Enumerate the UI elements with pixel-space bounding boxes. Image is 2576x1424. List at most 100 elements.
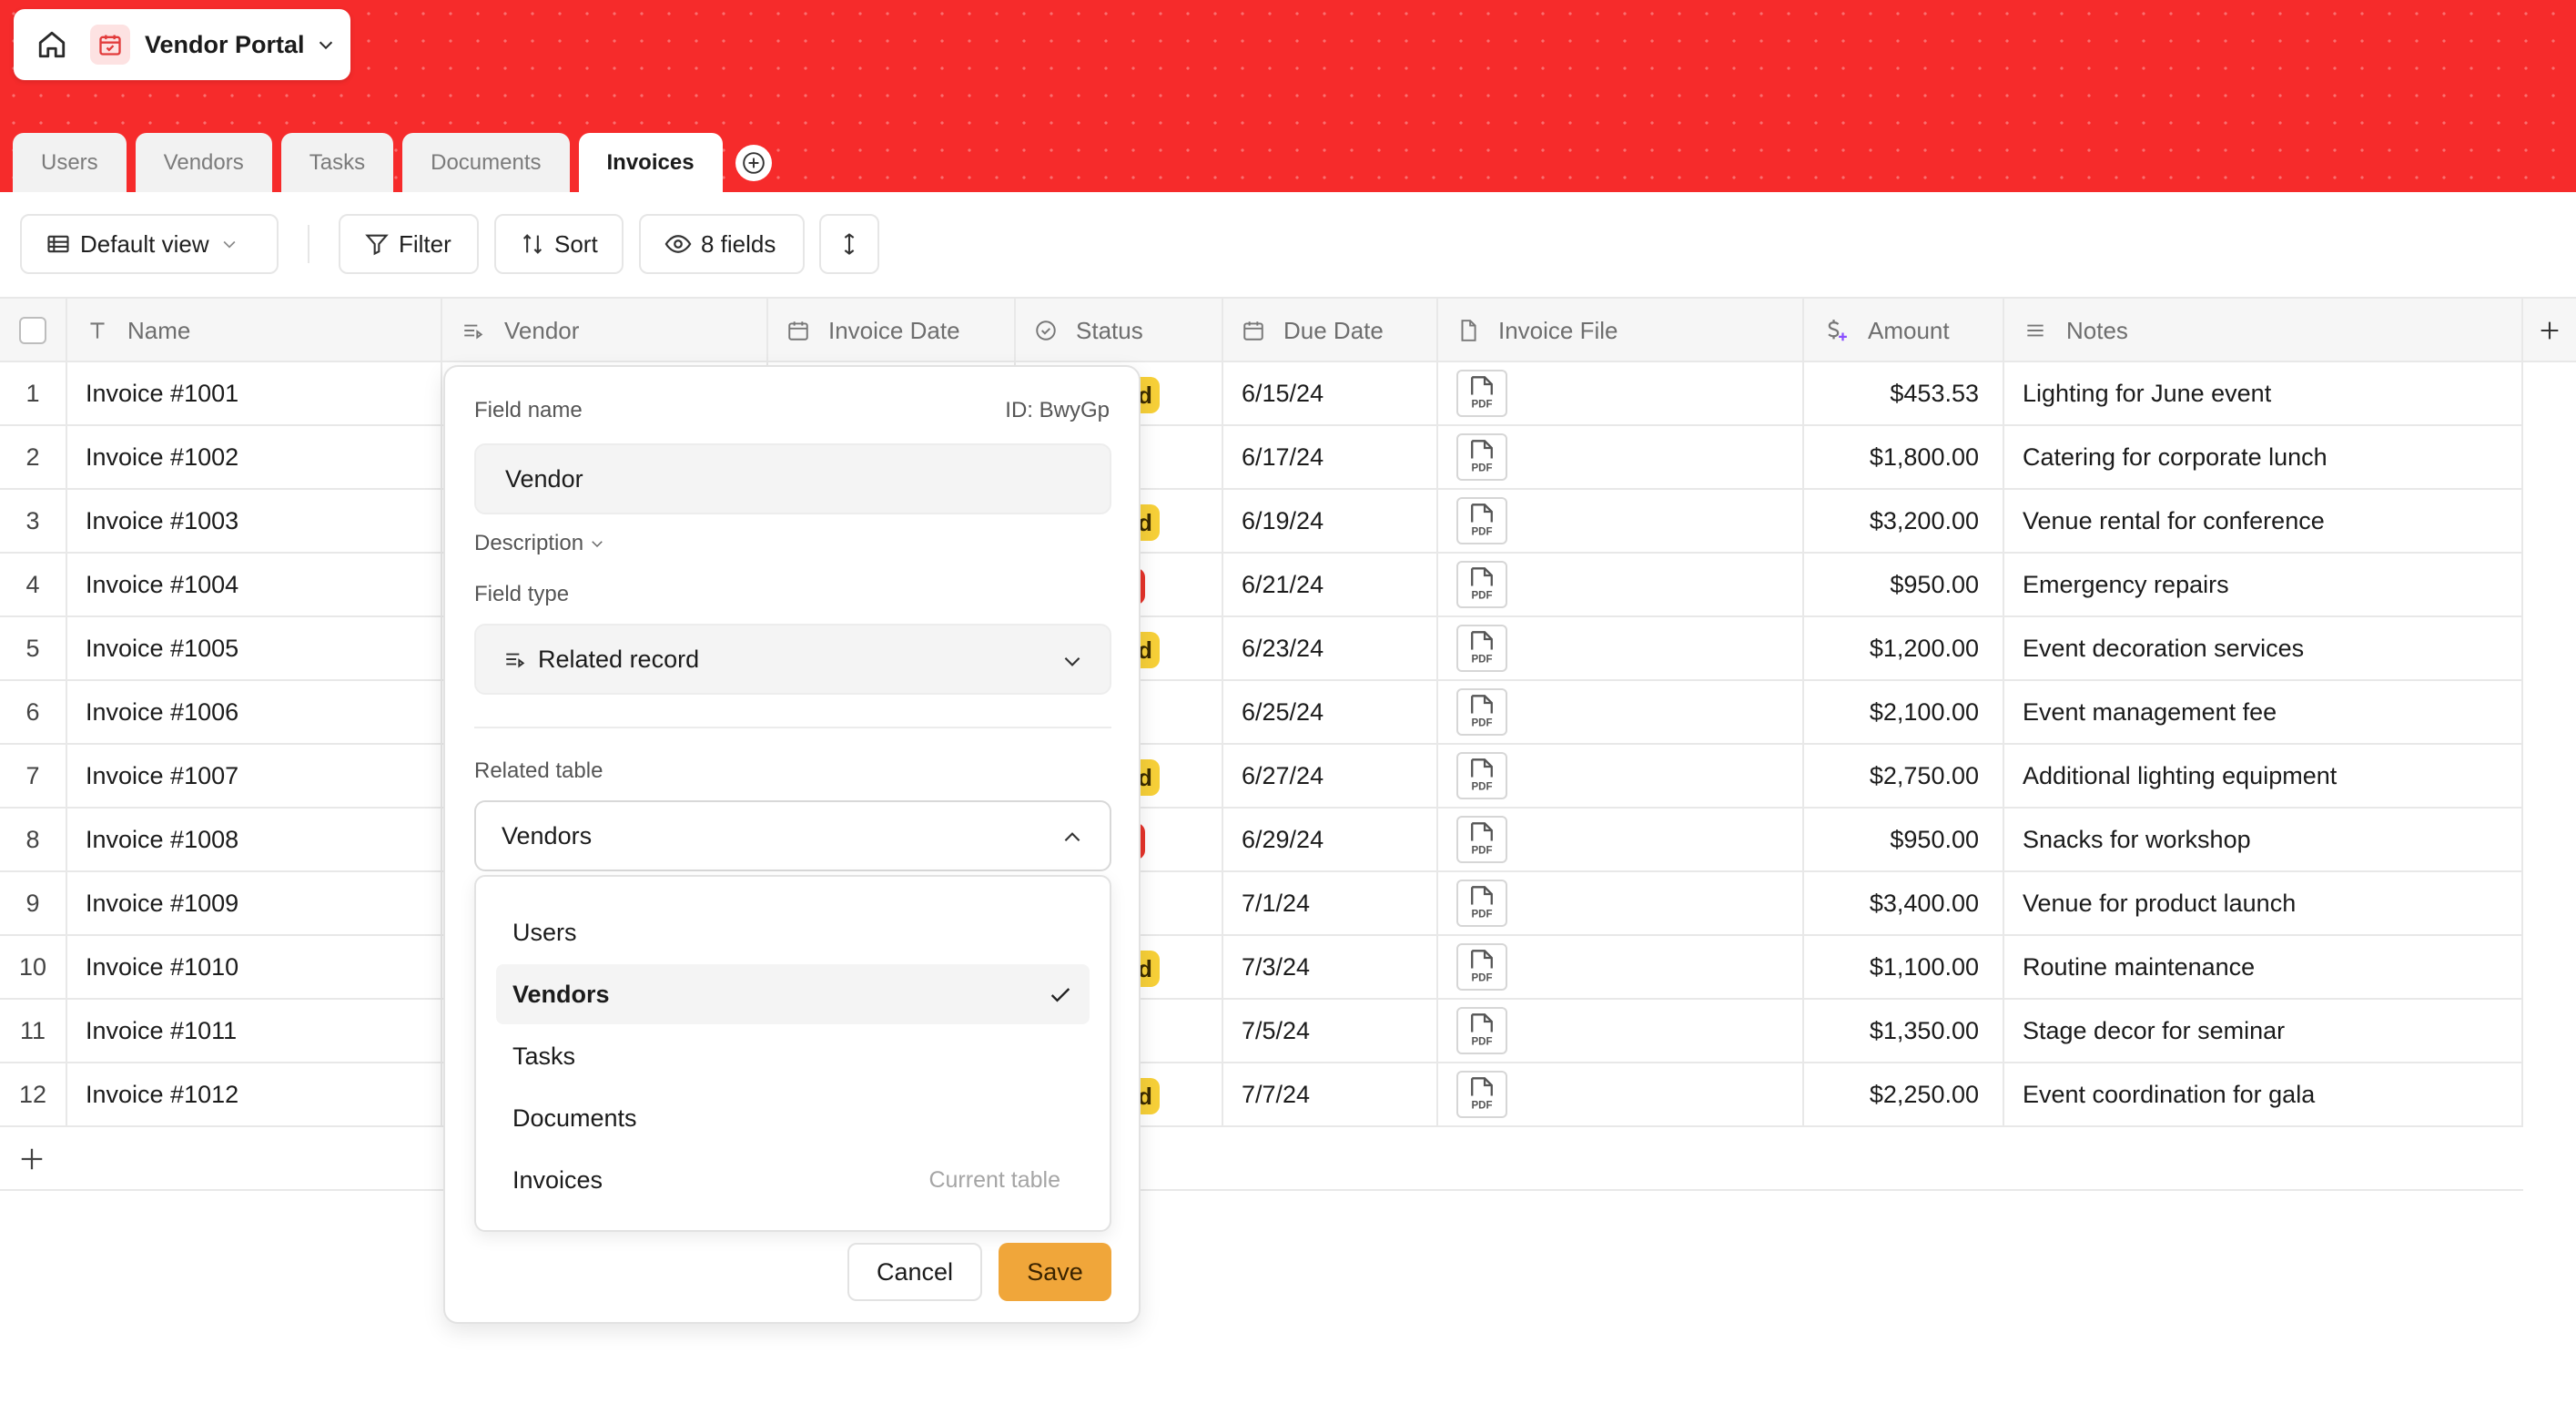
status-cell[interactable]: [1016, 745, 1223, 807]
status-badge[interactable]: d: [1125, 504, 1160, 541]
column-header-amount[interactable]: Amount: [1804, 299, 2004, 362]
due-date-cell[interactable]: 6/15/24: [1223, 362, 1438, 424]
status-cell[interactable]: [1016, 426, 1223, 488]
due-date-cell[interactable]: 6/21/24: [1223, 554, 1438, 615]
option-users[interactable]: Users: [496, 902, 1090, 962]
fields-button[interactable]: 8 fields: [639, 214, 805, 274]
pdf-file-icon[interactable]: PDF: [1456, 880, 1507, 927]
name-cell[interactable]: Invoice #1003: [67, 490, 442, 552]
due-date-cell[interactable]: 7/7/24: [1223, 1063, 1438, 1125]
amount-cell[interactable]: $2,750.00: [1804, 745, 2004, 807]
pdf-file-icon[interactable]: PDF: [1456, 1071, 1507, 1118]
notes-cell[interactable]: Routine maintenance: [2004, 936, 2523, 998]
pdf-file-icon[interactable]: PDF: [1456, 752, 1507, 799]
name-cell[interactable]: Invoice #1002: [67, 426, 442, 488]
due-date-cell[interactable]: 6/17/24: [1223, 426, 1438, 488]
notes-cell[interactable]: Snacks for workshop: [2004, 809, 2523, 870]
name-cell[interactable]: Invoice #1007: [67, 745, 442, 807]
due-date-cell[interactable]: 6/25/24: [1223, 681, 1438, 743]
amount-cell[interactable]: $3,400.00: [1804, 872, 2004, 934]
status-cell[interactable]: [1016, 1063, 1223, 1125]
invoice-file-cell[interactable]: PDF: [1438, 1000, 1804, 1062]
table-row[interactable]: 10 Invoice #1010 d 7/3/24 PDF $1,100.00 Routin…: [0, 936, 2523, 1000]
table-row[interactable]: 6 Invoice #1006 6/25/24 PDF $2,100.00 Event m…: [0, 681, 2523, 745]
row-height-button[interactable]: [819, 214, 879, 274]
amount-cell[interactable]: $950.00: [1804, 554, 2004, 615]
pdf-file-icon[interactable]: PDF: [1456, 561, 1507, 608]
due-date-cell[interactable]: 7/1/24: [1223, 872, 1438, 934]
pdf-file-icon[interactable]: PDF: [1456, 688, 1507, 736]
notes-cell[interactable]: Event management fee: [2004, 681, 2523, 743]
option-vendors[interactable]: Vendors: [496, 964, 1090, 1024]
app-switcher[interactable]: Vendor Portal: [14, 9, 350, 80]
invoice-file-cell[interactable]: PDF: [1438, 1063, 1804, 1125]
option-documents[interactable]: Documents: [496, 1088, 1090, 1148]
save-button[interactable]: Save: [999, 1243, 1111, 1301]
column-header-name[interactable]: Name: [67, 299, 442, 362]
description-toggle[interactable]: Description: [474, 531, 605, 556]
pdf-file-icon[interactable]: PDF: [1456, 433, 1507, 481]
amount-cell[interactable]: $2,100.00: [1804, 681, 2004, 743]
amount-cell[interactable]: $950.00: [1804, 809, 2004, 870]
name-cell[interactable]: Invoice #1004: [67, 554, 442, 615]
status-cell[interactable]: [1016, 490, 1223, 552]
tab-users[interactable]: Users: [13, 133, 127, 192]
pdf-file-icon[interactable]: PDF: [1456, 1007, 1507, 1054]
tab-documents[interactable]: Documents: [402, 133, 570, 192]
add-column-button[interactable]: [2523, 299, 2576, 362]
notes-cell[interactable]: Lighting for June event: [2004, 362, 2523, 424]
amount-cell[interactable]: $453.53: [1804, 362, 2004, 424]
table-row[interactable]: 2 Invoice #1002 6/17/24 PDF $1,800.00 Caterin…: [0, 426, 2523, 490]
add-table-button[interactable]: [735, 145, 772, 181]
notes-cell[interactable]: Event coordination for gala: [2004, 1063, 2523, 1125]
table-row[interactable]: 4 Invoice #1004 6/21/24 PDF $950.00 Emergency…: [0, 554, 2523, 617]
tab-tasks[interactable]: Tasks: [280, 133, 394, 192]
column-header-vendor[interactable]: Vendor: [442, 299, 768, 362]
column-header-status[interactable]: Status: [1016, 299, 1223, 362]
name-cell[interactable]: Invoice #1012: [67, 1063, 442, 1125]
tab-invoices[interactable]: Invoices: [578, 133, 723, 192]
due-date-cell[interactable]: 7/3/24: [1223, 936, 1438, 998]
table-row[interactable]: 7 Invoice #1007 d 6/27/24 PDF $2,750.00 Additi…: [0, 745, 2523, 809]
invoice-file-cell[interactable]: PDF: [1438, 426, 1804, 488]
status-cell[interactable]: [1016, 809, 1223, 870]
name-cell[interactable]: Invoice #1008: [67, 809, 442, 870]
amount-cell[interactable]: $2,250.00: [1804, 1063, 2004, 1125]
add-row-button[interactable]: [18, 1145, 46, 1177]
notes-cell[interactable]: Event decoration services: [2004, 617, 2523, 679]
table-row[interactable]: 8 Invoice #1008 6/29/24 PDF $950.00 Snacks fo…: [0, 809, 2523, 872]
name-cell[interactable]: Invoice #1006: [67, 681, 442, 743]
column-header-due-date[interactable]: Due Date: [1223, 299, 1438, 362]
option-tasks[interactable]: Tasks: [496, 1026, 1090, 1086]
notes-cell[interactable]: Emergency repairs: [2004, 554, 2523, 615]
column-header-notes[interactable]: Notes: [2004, 299, 2523, 362]
table-row[interactable]: 5 Invoice #1005 d 6/23/24 PDF $1,200.00 Event …: [0, 617, 2523, 681]
amount-cell[interactable]: $1,100.00: [1804, 936, 2004, 998]
related-table-select[interactable]: Vendors: [474, 800, 1111, 871]
status-cell[interactable]: [1016, 936, 1223, 998]
notes-cell[interactable]: Venue for product launch: [2004, 872, 2523, 934]
invoice-file-cell[interactable]: PDF: [1438, 681, 1804, 743]
pdf-file-icon[interactable]: PDF: [1456, 370, 1507, 417]
status-cell[interactable]: [1016, 554, 1223, 615]
name-cell[interactable]: Invoice #1011: [67, 1000, 442, 1062]
amount-cell[interactable]: $1,200.00: [1804, 617, 2004, 679]
table-row[interactable]: 9 Invoice #1009 7/1/24 PDF $3,400.00 Venue fo…: [0, 872, 2523, 936]
name-cell[interactable]: Invoice #1005: [67, 617, 442, 679]
amount-cell[interactable]: $1,350.00: [1804, 1000, 2004, 1062]
notes-cell[interactable]: Stage decor for seminar: [2004, 1000, 2523, 1062]
view-selector[interactable]: Default view: [20, 214, 279, 274]
home-icon[interactable]: [34, 26, 70, 63]
table-row[interactable]: 3 Invoice #1003 d 6/19/24 PDF $3,200.00 Venue …: [0, 490, 2523, 554]
status-cell[interactable]: [1016, 617, 1223, 679]
due-date-cell[interactable]: 6/27/24: [1223, 745, 1438, 807]
status-cell[interactable]: [1016, 872, 1223, 934]
name-cell[interactable]: Invoice #1009: [67, 872, 442, 934]
pdf-file-icon[interactable]: PDF: [1456, 816, 1507, 863]
due-date-cell[interactable]: 6/23/24: [1223, 617, 1438, 679]
invoice-file-cell[interactable]: PDF: [1438, 809, 1804, 870]
column-header-invoice-file[interactable]: Invoice File: [1438, 299, 1804, 362]
field-type-select[interactable]: Related record: [474, 624, 1111, 695]
option-invoices[interactable]: Invoices Current table: [496, 1150, 1090, 1210]
notes-cell[interactable]: Catering for corporate lunch: [2004, 426, 2523, 488]
